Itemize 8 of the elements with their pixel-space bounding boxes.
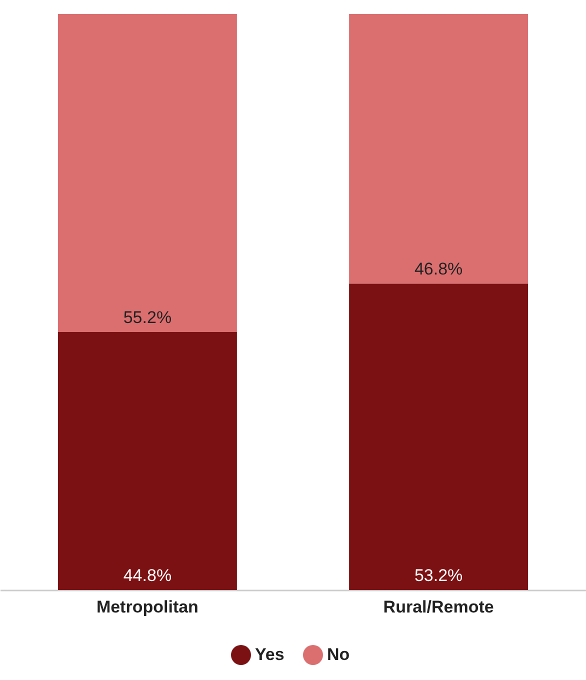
data-label: 46.8% [414,260,463,279]
data-label: 53.2% [414,566,463,585]
legend-label: Yes [255,645,284,664]
legend-label: No [327,645,350,664]
data-label: 44.8% [123,566,172,585]
data-label: 55.2% [123,308,172,327]
x-tick-label: Rural/Remote [383,598,494,616]
x-tick-label: Metropolitan [96,598,198,616]
